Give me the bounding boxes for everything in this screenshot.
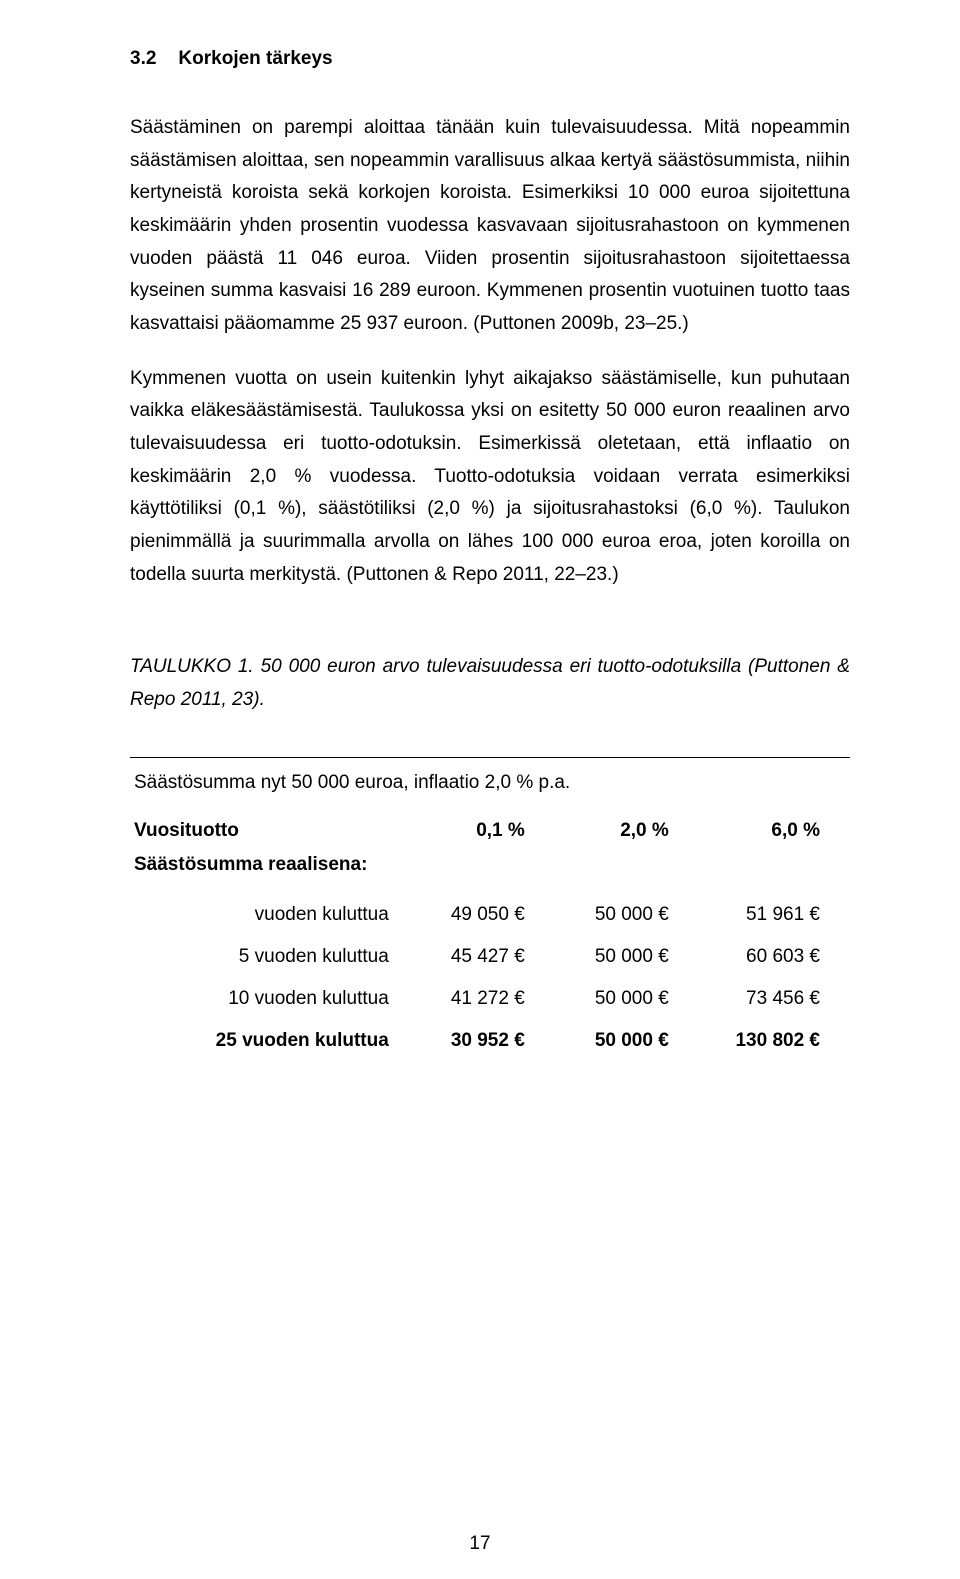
- table-cell: 73 456 €: [699, 978, 850, 1020]
- table-header-col: 2,0 %: [555, 816, 699, 852]
- section-heading: 3.2 Korkojen tärkeys: [130, 48, 850, 70]
- table-cell: 51 961 €: [699, 894, 850, 936]
- body-paragraph-1: Säästäminen on parempi aloittaa tänään k…: [130, 112, 850, 341]
- table-cell: 60 603 €: [699, 936, 850, 978]
- table-caption-lead: TAULUKKO 1.: [130, 656, 254, 677]
- table-cell: 30 952 €: [411, 1020, 555, 1062]
- page-number: 17: [0, 1533, 960, 1555]
- table-cell: 41 272 €: [411, 978, 555, 1020]
- table-row-label: 25 vuoden kuluttua: [130, 1020, 411, 1062]
- table-header-row: Vuosituotto 0,1 % 2,0 % 6,0 %: [130, 816, 850, 852]
- table-subheader-row: Säästösumma reaalisena:: [130, 852, 850, 894]
- table-subheader: Säästösumma reaalisena:: [130, 852, 850, 894]
- table-cell: 45 427 €: [411, 936, 555, 978]
- table-row: 5 vuoden kuluttua 45 427 € 50 000 € 60 6…: [130, 936, 850, 978]
- table-header-col: 6,0 %: [699, 816, 850, 852]
- table-header-label: Vuosituotto: [130, 816, 411, 852]
- table-note: Säästösumma nyt 50 000 euroa, inflaatio …: [130, 758, 850, 816]
- body-paragraph-2: Kymmenen vuotta on usein kuitenkin lyhyt…: [130, 363, 850, 592]
- table-header-col: 0,1 %: [411, 816, 555, 852]
- table-row: vuoden kuluttua 49 050 € 50 000 € 51 961…: [130, 894, 850, 936]
- table-cell: 130 802 €: [699, 1020, 850, 1062]
- table-caption: TAULUKKO 1. 50 000 euron arvo tulevaisuu…: [130, 651, 850, 716]
- section-title: Korkojen tärkeys: [178, 48, 332, 69]
- section-number: 3.2: [130, 48, 156, 70]
- table-row: 10 vuoden kuluttua 41 272 € 50 000 € 73 …: [130, 978, 850, 1020]
- table-row: 25 vuoden kuluttua 30 952 € 50 000 € 130…: [130, 1020, 850, 1062]
- table-cell: 49 050 €: [411, 894, 555, 936]
- table-note-row: Säästösumma nyt 50 000 euroa, inflaatio …: [130, 758, 850, 816]
- table-cell: 50 000 €: [555, 894, 699, 936]
- table-cell: 50 000 €: [555, 978, 699, 1020]
- table-row-label: 5 vuoden kuluttua: [130, 936, 411, 978]
- table-cell: 50 000 €: [555, 936, 699, 978]
- table-row-label: vuoden kuluttua: [130, 894, 411, 936]
- document-page: 3.2 Korkojen tärkeys Säästäminen on parem…: [0, 0, 960, 1579]
- data-table: Säästösumma nyt 50 000 euroa, inflaatio …: [130, 757, 850, 1062]
- table-cell: 50 000 €: [555, 1020, 699, 1062]
- table-row-label: 10 vuoden kuluttua: [130, 978, 411, 1020]
